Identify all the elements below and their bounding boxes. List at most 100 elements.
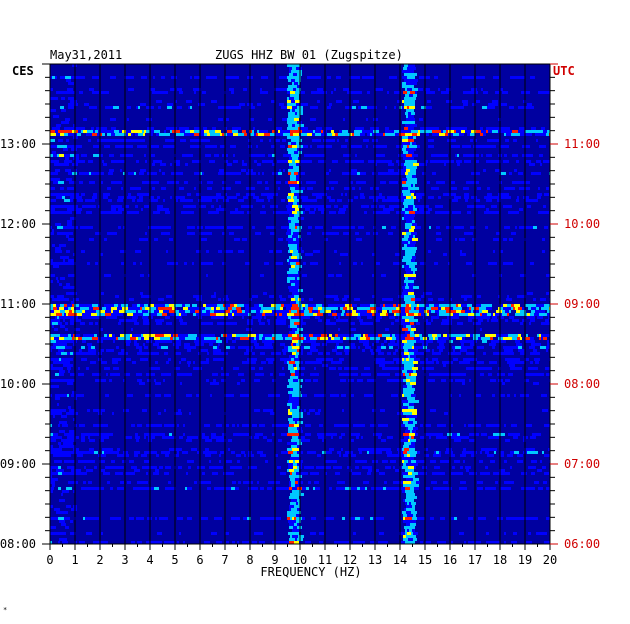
- spectrogram-cell: [313, 334, 315, 337]
- spectrogram-cell: [136, 106, 138, 109]
- spectrogram-cell: [402, 100, 404, 103]
- spectrogram-cell: [491, 205, 494, 208]
- spectrogram-cell: [291, 79, 295, 82]
- spectrogram-cell: [372, 541, 376, 544]
- spectrogram-cell: [282, 487, 286, 490]
- spectrogram-cell: [424, 454, 429, 457]
- spectrogram-cell: [369, 394, 373, 397]
- spectrogram-cell: [92, 304, 98, 307]
- spectrogram-cell: [144, 451, 147, 454]
- spectrogram-cell: [314, 106, 318, 109]
- spectrogram-cell: [493, 139, 499, 142]
- spectrogram-cell: [224, 322, 230, 325]
- spectrogram-cell: [204, 541, 210, 544]
- spectrogram-cell: [104, 451, 110, 454]
- spectrogram-cell: [101, 433, 103, 436]
- spectrogram-cell: [288, 418, 290, 421]
- spectrogram-cell: [110, 118, 116, 121]
- spectrogram-cell: [360, 304, 365, 307]
- spectrogram-cell: [486, 337, 490, 340]
- spectrogram-cell: [128, 88, 134, 91]
- spectrogram-cell: [309, 298, 313, 301]
- spectrogram-cell: [297, 511, 301, 514]
- spectrogram-cell: [50, 139, 55, 142]
- spectrogram-cell: [348, 379, 354, 382]
- spectrogram-cell: [310, 352, 312, 355]
- spectrogram-cell: [345, 133, 350, 136]
- spectrogram-cell: [541, 91, 544, 94]
- spectrogram-cell: [139, 313, 143, 316]
- spectrogram-cell: [411, 469, 414, 472]
- spectrogram-cell: [75, 76, 79, 79]
- spectrogram-cell: [508, 127, 510, 130]
- spectrogram-cell: [149, 367, 154, 370]
- spectrogram-cell: [277, 262, 283, 265]
- spectrogram-cell: [330, 313, 332, 316]
- spectrogram-cell: [63, 379, 67, 382]
- spectrogram-cell: [469, 358, 474, 361]
- spectrogram-cell: [547, 340, 549, 343]
- spectrogram-cell: [88, 517, 93, 520]
- spectrogram-cell: [329, 460, 335, 463]
- spectrogram-cell: [105, 310, 111, 313]
- spectrogram-cell: [355, 517, 360, 520]
- spectrogram-cell: [50, 259, 53, 262]
- spectrogram-cell: [210, 382, 214, 385]
- spectrogram-cell: [143, 319, 146, 322]
- spectrogram-cell: [294, 82, 298, 85]
- spectrogram-cell: [216, 316, 220, 319]
- spectrogram-cell: [413, 166, 417, 169]
- spectrogram-cell: [410, 487, 414, 490]
- spectrogram-cell: [294, 415, 298, 418]
- spectrogram-cell: [120, 481, 124, 484]
- spectrogram-cell: [331, 433, 337, 436]
- spectrogram-cell: [446, 448, 452, 451]
- spectrogram-cell: [350, 517, 355, 520]
- spectrogram-cell: [451, 181, 455, 184]
- spectrogram-cell: [157, 352, 159, 355]
- spectrogram-cell: [509, 358, 512, 361]
- spectrogram-cell: [411, 511, 417, 514]
- spectrogram-cell: [406, 358, 409, 361]
- spectrogram-cell: [406, 376, 412, 379]
- spectrogram-cell: [317, 88, 323, 91]
- spectrogram-cell: [465, 313, 468, 316]
- spectrogram-cell: [150, 196, 154, 199]
- spectrogram-cell: [279, 76, 281, 79]
- spectrogram-cell: [516, 310, 520, 313]
- spectrogram-cell: [471, 307, 474, 310]
- spectrogram-cell: [79, 172, 85, 175]
- spectrogram-cell: [184, 346, 190, 349]
- spectrogram-cell: [219, 460, 221, 463]
- spectrogram-cell: [76, 211, 78, 214]
- spectrogram-cell: [282, 367, 284, 370]
- spectrogram-cell: [316, 76, 321, 79]
- spectrogram-cell: [77, 199, 79, 202]
- spectrogram-cell: [142, 409, 147, 412]
- spectrogram-cell: [428, 88, 430, 91]
- spectrogram-cell: [487, 313, 491, 316]
- spectrogram-cell: [302, 274, 307, 277]
- spectrogram-cell: [79, 181, 83, 184]
- spectrogram-cell: [64, 472, 70, 475]
- spectrogram-cell: [332, 199, 335, 202]
- spectrogram-cell: [412, 385, 414, 388]
- spectrogram-cell: [185, 304, 190, 307]
- spectrogram-cell: [81, 433, 85, 436]
- spectrogram-cell: [294, 193, 299, 196]
- spectrogram-cell: [403, 256, 406, 259]
- spectrogram-cell: [298, 502, 300, 505]
- spectrogram-cell: [468, 319, 472, 322]
- spectrogram-cell: [150, 304, 154, 307]
- spectrogram-cell: [127, 313, 133, 316]
- spectrogram-cell: [291, 484, 295, 487]
- spectrogram-cell: [272, 424, 276, 427]
- spectrogram-cell: [246, 349, 252, 352]
- spectrogram-cell: [396, 211, 398, 214]
- spectrogram-cell: [355, 460, 358, 463]
- spectrogram-cell: [314, 394, 318, 397]
- spectrogram-cell: [409, 157, 414, 160]
- spectrogram-cell: [128, 193, 131, 196]
- spectrogram-cell: [503, 205, 508, 208]
- spectrogram-cell: [214, 382, 219, 385]
